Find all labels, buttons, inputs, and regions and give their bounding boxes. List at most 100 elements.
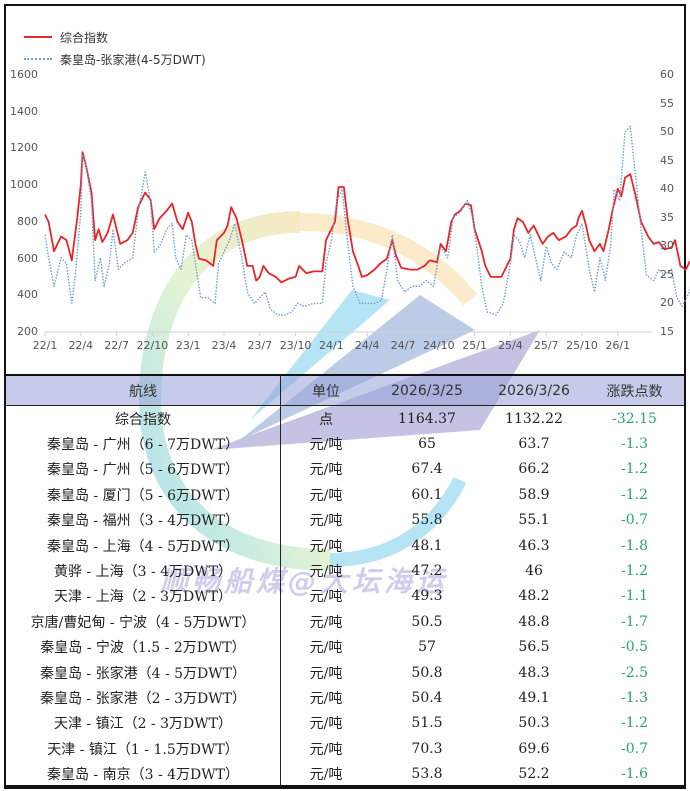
value-date-2-cell: 1132.22 xyxy=(505,410,563,427)
change-cell: -1.8 xyxy=(621,537,648,554)
unit-cell: 元/吨 xyxy=(309,538,343,555)
table-row: 秦皇岛 - 张家港（2 - 3万DWT） 元/吨 50.4 49.1 -1.3 xyxy=(5,685,685,711)
x-tick-label: 25/7 xyxy=(533,339,559,352)
x-tick-label: 22/10 xyxy=(136,339,169,352)
value-date-1-cell: 55.8 xyxy=(411,512,443,529)
change-cell: -1.2 xyxy=(621,461,648,478)
change-cell: -1.1 xyxy=(621,588,648,605)
value-date-2-cell: 46 xyxy=(525,563,543,580)
x-tick-label: 25/10 xyxy=(566,339,598,352)
route-cell: 秦皇岛 - 张家港（2 - 3万DWT） xyxy=(5,685,281,711)
left-y-tick-label: 1600 xyxy=(10,68,38,81)
unit-cell: 元/吨 xyxy=(309,564,343,581)
route-cell: 天津 - 镇江（1 - 1.5万DWT） xyxy=(5,736,281,762)
x-tick-label: 25/4 xyxy=(498,339,523,352)
change-cell: -1.3 xyxy=(621,436,648,453)
x-tick-label: 24/4 xyxy=(354,339,380,352)
value-date-2-cell: 52.2 xyxy=(518,766,550,783)
legend-swatch-solid-red xyxy=(24,36,52,38)
route-cell: 秦皇岛 - 广州（5 - 6万DWT） xyxy=(5,456,281,483)
right-y-tick-label: 15 xyxy=(660,325,674,338)
value-date-2-cell: 66.2 xyxy=(518,461,550,478)
left-y-tick-label: 400 xyxy=(17,288,38,302)
legend-item-qhd-zjg: 秦皇岛-张家港(4-5万DWT) xyxy=(24,48,206,70)
value-date-2-cell: 69.6 xyxy=(518,740,550,757)
value-date-1-cell: 65 xyxy=(418,436,436,453)
table-row: 天津 - 上海（2 - 3万DWT） 元/吨 49.3 48.2 -1.1 xyxy=(5,583,685,610)
unit-cell: 元/吨 xyxy=(309,614,343,631)
right-y-tick-label: 45 xyxy=(660,153,674,167)
route-cell: 秦皇岛 - 福州（3 - 4万DWT） xyxy=(5,507,281,533)
legend-swatch-dotted-blue xyxy=(24,58,52,60)
route-cell: 综合指数 xyxy=(5,405,281,432)
x-tick-label: 23/10 xyxy=(279,339,312,352)
x-tick-label: 23/1 xyxy=(175,339,201,352)
table-row: 黄骅 - 上海（3 - 4万DWT） 元/吨 47.2 46 -1.2 xyxy=(5,558,685,584)
right-y-tick-label: 20 xyxy=(660,296,674,310)
unit-cell: 元/吨 xyxy=(309,437,343,454)
unit-cell: 元/吨 xyxy=(309,640,343,657)
route-cell: 秦皇岛 - 广州（6 - 7万DWT） xyxy=(5,431,281,457)
composite-index-line xyxy=(44,151,690,284)
unit-cell: 元/吨 xyxy=(309,462,343,479)
right-y-tick-label: 55 xyxy=(660,96,674,110)
table-header-row: 航线 单位 2026/3/25 2026/3/26 涨跌点数 xyxy=(5,375,685,406)
change-cell: -2.5 xyxy=(621,664,648,681)
left-y-tick-label: 1400 xyxy=(10,104,38,118)
table-row: 京唐/曹妃甸 - 宁波（4 - 5万DWT） 元/吨 50.5 48.8 -1.7 xyxy=(5,609,685,635)
x-tick-label: 23/4 xyxy=(211,339,237,352)
x-tick-label: 22/4 xyxy=(68,339,94,352)
left-y-tick-label: 1200 xyxy=(10,141,38,155)
value-date-1-cell: 1164.37 xyxy=(398,410,456,427)
legend-label: 综合指数 xyxy=(60,30,109,45)
change-cell: -0.5 xyxy=(621,639,648,656)
table-row: 秦皇岛 - 广州（6 - 7万DWT） 元/吨 65 63.7 -1.3 xyxy=(5,431,685,457)
change-cell: -1.2 xyxy=(621,715,648,732)
value-date-2-cell: 49.1 xyxy=(518,689,550,706)
table-row: 秦皇岛 - 张家港（4 - 5万DWT） 元/吨 50.8 48.3 -2.5 xyxy=(5,659,685,686)
route-cell: 秦皇岛 - 张家港（4 - 5万DWT） xyxy=(5,659,281,686)
x-tick-label: 24/7 xyxy=(390,339,416,352)
value-date-2-cell: 48.8 xyxy=(518,613,550,630)
header-route: 航线 xyxy=(5,375,281,406)
change-cell: -32.15 xyxy=(612,410,657,427)
chart-legend: 综合指数 秦皇岛-张家港(4-5万DWT) xyxy=(24,26,206,70)
value-date-2-cell: 50.3 xyxy=(518,715,550,732)
table-row: 秦皇岛 - 广州（5 - 6万DWT） 元/吨 67.4 66.2 -1.2 xyxy=(5,456,685,483)
value-date-1-cell: 48.1 xyxy=(411,537,443,554)
unit-cell: 元/吨 xyxy=(309,665,343,682)
change-cell: -1.7 xyxy=(621,613,648,630)
freight-rate-table: 航线 单位 2026/3/25 2026/3/26 涨跌点数 综合指数 点 1164… xyxy=(4,374,686,789)
x-tick-label: 22/1 xyxy=(32,339,58,352)
table-row: 综合指数 点 1164.37 1132.22 -32.15 xyxy=(5,405,685,432)
legend-item-composite: 综合指数 xyxy=(24,26,206,48)
change-cell: -1.6 xyxy=(621,766,648,783)
unit-cell: 元/吨 xyxy=(309,716,343,733)
chart-area: 综合指数 秦皇岛-张家港(4-5万DWT) xyxy=(6,6,684,372)
unit-cell: 元/吨 xyxy=(309,589,343,606)
value-date-1-cell: 50.5 xyxy=(411,613,443,630)
right-y-tick-label: 25 xyxy=(660,267,674,281)
right-y-tick-label: 35 xyxy=(660,210,674,224)
table-row: 秦皇岛 - 宁波（1.5 - 2万DWT） 元/吨 57 56.5 -0.5 xyxy=(5,634,685,660)
value-date-1-cell: 57 xyxy=(418,639,436,656)
table-row: 秦皇岛 - 南京（3 - 4万DWT） 元/吨 53.8 52.2 -1.6 xyxy=(5,761,685,788)
unit-cell: 点 xyxy=(319,411,333,428)
unit-cell: 元/吨 xyxy=(309,690,343,707)
x-tick-label: 24/1 xyxy=(319,339,344,352)
change-cell: -1.2 xyxy=(621,563,648,580)
left-y-tick-label: 800 xyxy=(17,214,38,228)
header-unit: 单位 xyxy=(280,375,371,406)
value-date-1-cell: 51.5 xyxy=(411,715,443,732)
line-chart-plot xyxy=(44,125,690,336)
unit-cell: 元/吨 xyxy=(309,513,343,530)
value-date-2-cell: 55.1 xyxy=(518,512,550,529)
route-cell: 秦皇岛 - 宁波（1.5 - 2万DWT） xyxy=(5,634,281,660)
right-y-tick-label: 40 xyxy=(660,182,674,196)
route-cell: 秦皇岛 - 厦门（5 - 6万DWT） xyxy=(5,482,281,508)
header-date-2: 2026/3/26 xyxy=(483,375,585,406)
change-cell: -1.3 xyxy=(621,689,648,706)
route-cell: 天津 - 镇江（2 - 3万DWT） xyxy=(5,710,281,737)
value-date-2-cell: 63.7 xyxy=(518,436,550,453)
x-tick-label: 22/7 xyxy=(104,339,129,352)
